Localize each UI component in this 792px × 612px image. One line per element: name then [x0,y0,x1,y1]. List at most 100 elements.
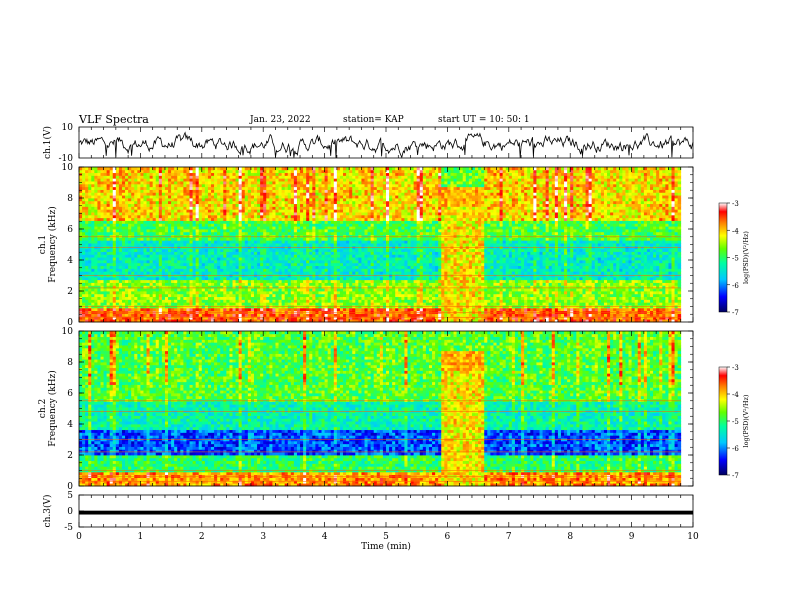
ch1-cell [128,302,131,305]
ch1-cell [88,297,91,300]
ch1-cell [220,271,223,274]
ch1-cell [147,178,150,181]
ch1-cell [171,268,174,271]
ch1-cell [229,254,232,257]
ch1-cell [82,263,85,266]
ch1-cell [245,212,248,215]
ch1-cell [159,249,162,252]
ch1-cell [94,288,97,291]
ch1-cell [110,268,113,271]
ch1-cell [88,249,91,252]
ch1-cell [202,254,205,257]
ch1-cell [128,229,131,232]
ch1-cell [236,192,239,195]
ch1-cell [223,257,226,260]
ch1-cell [242,291,245,294]
ch1-cell [199,215,202,218]
ch1-cell [107,181,110,184]
ch1-cell [220,268,223,271]
ch1-cell [143,195,146,198]
ch1-cell [140,266,143,269]
ch1-cell [153,277,156,280]
ch1-cell [233,235,236,238]
ch1-cell [134,260,137,263]
ch1-cell [143,260,146,263]
ch1-cell [165,249,168,252]
ch1-cell [205,201,208,204]
ch1-cell [186,229,189,232]
ch1-cell [122,215,125,218]
ch1-cell [119,201,122,204]
ch1-cell [153,299,156,302]
ch1-cell [137,277,140,280]
ch1-cell [202,170,205,173]
ch1-cell [91,257,94,260]
ch1-cell [97,223,100,226]
ch1-cell [156,221,159,224]
ch1-cell [116,209,119,212]
ch1-cell [125,173,128,176]
ch1-cell [183,167,186,170]
ch1-cell [205,215,208,218]
ch1-cell [85,268,88,271]
ch1-cell [242,173,245,176]
ch1-cell [88,190,91,193]
ch1-cell [119,223,122,226]
ch1-cell [113,288,116,291]
ch1-cell [88,291,91,294]
ch1-cell [110,252,113,255]
ch1-cell [186,173,189,176]
ch1-cell [239,291,242,294]
ch1-cell [245,218,248,221]
ch1-cell [162,266,165,269]
ch1-cell [199,243,202,246]
ch1-cell [116,266,119,269]
ch1-cell [180,229,183,232]
ch1-cell [174,297,177,300]
ch1-cell [171,195,174,198]
ch1-cell [220,173,223,176]
ch1-cell [119,237,122,240]
ch1-cell [190,297,193,300]
ch1-cell [104,206,107,209]
ch1-cell [100,257,103,260]
ch1-cell [245,268,248,271]
ch1-cell [150,198,153,201]
ch1-cell [202,192,205,195]
ch1-cell [190,184,193,187]
ch1-cell [94,195,97,198]
ch1-cell [100,249,103,252]
ch1-cell [236,187,239,190]
ch1-cell [82,235,85,238]
ch1-cell [190,249,193,252]
ch1-cell [140,221,143,224]
ch1-cell [168,178,171,181]
ch1-cell [94,302,97,305]
ch1-cell [125,215,128,218]
ch1-cell [110,204,113,207]
ch1-cell [217,249,220,252]
ch1-cell [223,206,226,209]
ch1-cell [196,178,199,181]
ch1-cell [186,299,189,302]
ch1-cell [226,283,229,286]
ch1-cell [196,187,199,190]
ch1-cell [150,204,153,207]
ch1-cell [91,277,94,280]
ch1-cell [97,212,100,215]
ch1-cell [91,226,94,229]
ch1-cell [205,316,208,319]
ch1-cell [165,243,168,246]
ch1-cell [159,280,162,283]
ch1-cell [122,178,125,181]
ch1-cell [239,215,242,218]
ch1-cell [208,226,211,229]
ch1-cell [140,283,143,286]
ch1-cell [208,302,211,305]
ch1-cell [183,204,186,207]
ch1-cell [147,280,150,283]
ch1-cell [153,252,156,255]
ch1-cell [116,277,119,280]
ch1-cell [193,187,196,190]
ch1-cell [229,263,232,266]
